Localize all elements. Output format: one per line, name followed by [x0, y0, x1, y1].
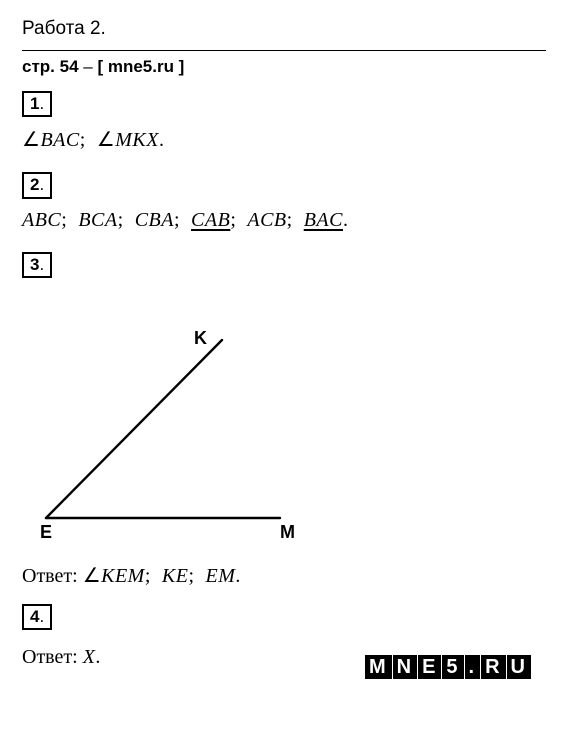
answer-value: ∠KEM; KE; EM. — [83, 565, 241, 587]
divider — [22, 50, 546, 51]
svg-text:K: K — [194, 328, 207, 348]
q2-answer-line: ABC; BCA; CBA; CAB; ACB; BAC. — [22, 209, 546, 232]
page-ref-site: [ mne5.ru ] — [97, 57, 184, 76]
question-dot: . — [39, 607, 44, 626]
angle-diagram-svg: E M K — [22, 316, 322, 546]
question-dot: . — [39, 255, 44, 274]
page-ref-sep: – — [79, 57, 98, 76]
q3-answer: Ответ: ∠KEM; KE; EM. — [22, 563, 546, 588]
answer-value: X. — [83, 646, 101, 668]
question-dot: . — [39, 94, 44, 113]
answer-label: Ответ: — [22, 565, 83, 587]
question-dot: . — [39, 175, 44, 194]
question-box-2: 2. — [22, 172, 52, 198]
q1-answer-line: ∠BAC; ∠MKX. — [22, 127, 546, 152]
question-box-1: 1. — [22, 91, 52, 117]
question-box-3: 3. — [22, 252, 52, 278]
page-reference: стр. 54 – [ mne5.ru ] — [22, 57, 546, 77]
work-title: Работа 2. — [22, 18, 546, 40]
question-box-4: 4. — [22, 604, 52, 630]
watermark: MNE5.RU — [365, 655, 532, 679]
angle-diagram: E M K — [22, 316, 546, 551]
svg-text:E: E — [40, 522, 52, 542]
answer-label: Ответ: — [22, 646, 83, 668]
svg-text:M: M — [280, 522, 295, 542]
page-ref-bold: стр. 54 — [22, 57, 79, 76]
